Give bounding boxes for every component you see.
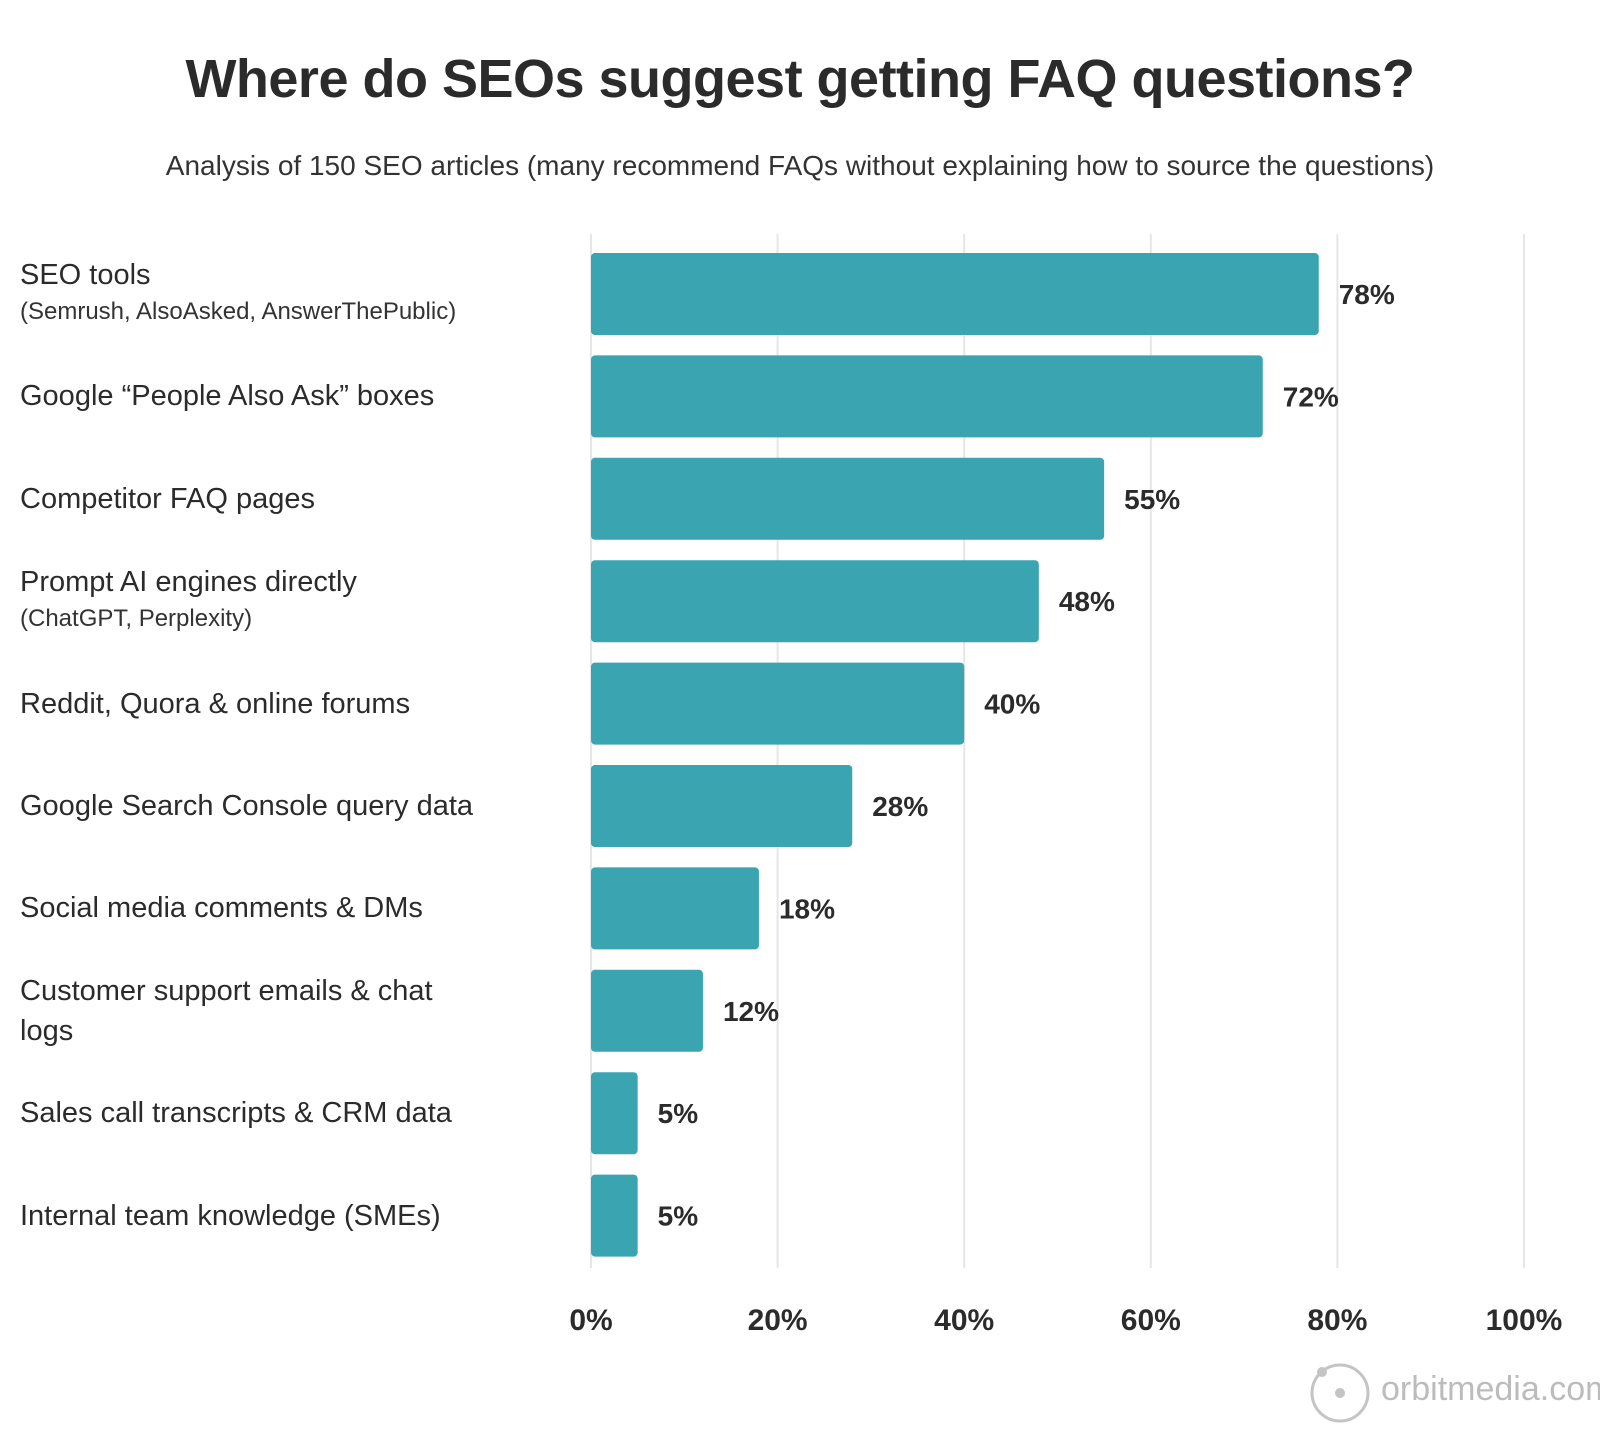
data-label: 40%	[984, 689, 1040, 720]
bar	[591, 253, 1319, 335]
x-tick-label: 0%	[569, 1304, 612, 1337]
category-label: Sales call transcripts & CRM data	[20, 1093, 540, 1133]
category-label-text: Social media comments & DMs	[20, 892, 423, 925]
category-label-text: Google “People Also Ask” boxes	[20, 380, 435, 413]
data-label: 5%	[658, 1201, 699, 1232]
category-label-text: SEO tools	[20, 259, 151, 291]
bar	[591, 1072, 638, 1155]
data-label: 48%	[1059, 586, 1115, 617]
category-label-text: Google Search Console query data	[20, 790, 474, 822]
category-label: Customer support emails & chat logs	[20, 971, 540, 1051]
data-label: 5%	[658, 1098, 699, 1129]
x-tick-label: 100%	[1486, 1304, 1563, 1337]
chart-subtitle: Analysis of 150 SEO articles (many recom…	[165, 150, 1435, 181]
category-label-text: Reddit, Quora & online forums	[20, 687, 411, 720]
category-label-text: Customer support emails & chat logs	[20, 974, 433, 1047]
data-label: 78%	[1339, 279, 1395, 310]
category-label: Competitor FAQ pages	[20, 479, 540, 519]
category-label: Internal team knowledge (SMEs)	[20, 1196, 540, 1236]
data-label: 55%	[1124, 484, 1180, 515]
bar	[591, 867, 759, 950]
category-label: Reddit, Quora & online forums	[20, 684, 540, 724]
x-tick-label: 40%	[934, 1304, 994, 1337]
bar	[591, 662, 965, 745]
bar	[591, 560, 1039, 643]
data-label: 28%	[872, 791, 928, 822]
bar	[591, 969, 703, 1052]
category-sublabel: (ChatGPT, Perplexity)	[20, 605, 253, 633]
x-tick-label: 60%	[1121, 1304, 1181, 1337]
data-label: 12%	[723, 996, 779, 1027]
category-label: Google Search Console query data	[20, 786, 540, 826]
logo-text: orbitmedia.com	[1381, 1370, 1600, 1408]
bar	[591, 1174, 638, 1257]
category-label: Google “People Also Ask” boxes	[20, 376, 540, 416]
category-label-text: Sales call transcripts & CRM data	[20, 1097, 452, 1130]
orbitmedia-logo-icon	[1310, 1363, 1370, 1423]
chart-title: Where do SEOs suggest getting FAQ questi…	[185, 49, 1415, 109]
bar	[591, 355, 1263, 438]
category-label: SEO tools (Semrush, AlsoAsked, AnswerTheP…	[20, 255, 540, 329]
data-label: 72%	[1283, 381, 1339, 412]
bar	[591, 457, 1105, 540]
data-label: 18%	[779, 893, 835, 924]
category-sublabel: (Semrush, AlsoAsked, AnswerThePublic)	[20, 298, 457, 325]
bar	[591, 765, 853, 847]
x-tick-label: 20%	[748, 1304, 808, 1337]
category-label: Prompt AI engines directly (ChatGPT, Perp…	[20, 562, 540, 636]
category-label-text: Prompt AI engines directly	[20, 566, 357, 599]
category-label-text: Internal team knowledge (SMEs)	[20, 1199, 441, 1232]
category-label: Social media comments & DMs	[20, 888, 540, 928]
category-label-text: Competitor FAQ pages	[20, 482, 315, 515]
x-tick-label: 80%	[1307, 1304, 1367, 1337]
